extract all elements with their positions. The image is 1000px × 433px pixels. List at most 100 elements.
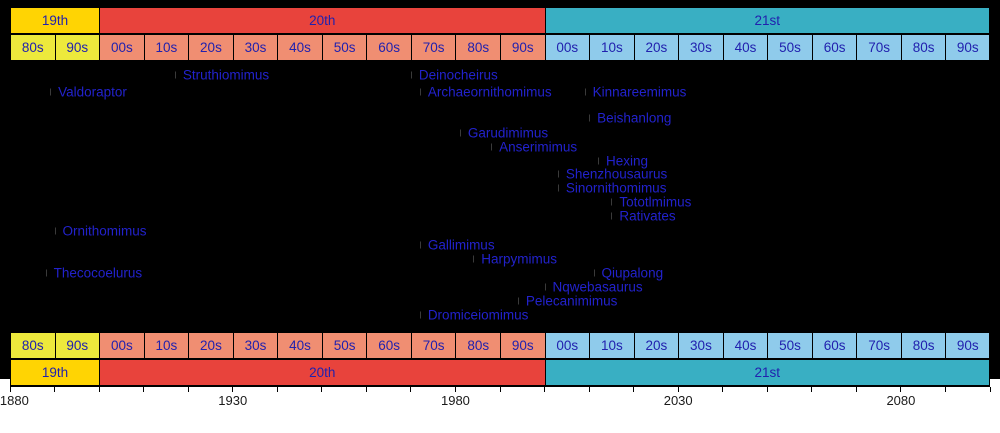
decade-cell-21st-40s-bottom: 40s: [722, 333, 768, 358]
decade-cell-21st-00s-top: 00s: [544, 35, 590, 60]
taxon-entry: Archaeornithomimus: [419, 84, 552, 100]
taxon-tick-icon: [54, 227, 56, 235]
taxon-label-Shenzhousaurus[interactable]: Shenzhousaurus: [565, 166, 668, 182]
taxon-tick-icon: [611, 198, 613, 206]
taxon-label-Gallimimus[interactable]: Gallimimus: [427, 237, 495, 253]
axis-tick: [454, 387, 456, 392]
decade-cell-20th-40s-top: 40s: [277, 35, 322, 60]
taxon-tick-icon: [419, 88, 421, 96]
decade-cell-20th-80s-bottom: 80s: [455, 333, 500, 358]
taxon-entry: Rativates: [611, 208, 676, 224]
taxon-tick-icon: [584, 88, 586, 96]
taxon-tick-icon: [557, 170, 559, 178]
taxon-label-Harpymimus[interactable]: Harpymimus: [481, 251, 558, 267]
axis-tick: [989, 387, 991, 392]
axis-tick: [276, 387, 278, 392]
taxon-label-Valdoraptor[interactable]: Valdoraptor: [58, 84, 127, 100]
taxon-label-Deinocheirus[interactable]: Deinocheirus: [418, 67, 498, 83]
decade-cell-21st-60s-bottom: 60s: [811, 333, 857, 358]
decade-cell-20th-70s-top: 70s: [410, 35, 456, 60]
taxon-tick-icon: [174, 71, 176, 79]
taxon-entry: Garudimimus: [459, 125, 549, 141]
axis-year-label: 1980: [440, 393, 470, 408]
century-cell-21st-bottom: 21st: [544, 360, 990, 385]
century-cell-20th-bottom: 20th: [99, 360, 545, 385]
axis-tick: [855, 387, 857, 392]
taxon-entry: Struthiomimus: [174, 67, 270, 83]
taxon-tick-icon: [419, 241, 421, 249]
taxon-label-Qiupalong[interactable]: Qiupalong: [601, 265, 664, 281]
decade-cell-21st-40s-top: 40s: [722, 35, 768, 60]
taxon-tick-icon: [611, 212, 613, 220]
decade-cell-19th-90s-bottom: 90s: [54, 333, 100, 358]
taxon-tick-icon: [589, 114, 591, 122]
century-cell-20th-top: 20th: [99, 8, 545, 33]
taxon-entry: Harpymimus: [473, 252, 557, 267]
axis-tick: [811, 387, 813, 392]
taxon-entry: Shenzhousaurus: [557, 166, 668, 182]
axis-tick: [766, 387, 768, 392]
decade-cell-21st-10s-bottom: 10s: [589, 333, 634, 358]
decade-cell-20th-40s-bottom: 40s: [277, 333, 322, 358]
taxon-entry: Sinornithomimus: [557, 180, 667, 196]
taxon-label-Kinnareemimus[interactable]: Kinnareemimus: [592, 84, 687, 100]
taxon-entry: Anserimimus: [491, 140, 577, 155]
decade-cell-19th-80s-top: 80s: [10, 35, 55, 60]
taxon-label-Garudimimus[interactable]: Garudimimus: [467, 125, 549, 141]
chart-left-border: [0, 0, 1000, 379]
decade-cell-21st-30s-top: 30s: [678, 35, 723, 60]
axis-tick: [143, 387, 145, 392]
taxon-tick-icon: [593, 269, 595, 277]
decade-cell-20th-60s-top: 60s: [366, 35, 411, 60]
taxon-entry: Pelecanimimus: [517, 293, 618, 309]
decade-cell-19th-90s-top: 90s: [54, 35, 100, 60]
taxon-tick-icon: [517, 297, 519, 305]
taxon-label-Thecocoelurus[interactable]: Thecocoelurus: [53, 265, 143, 281]
taxon-label-Rativates[interactable]: Rativates: [619, 208, 676, 224]
axis-tick: [944, 387, 946, 392]
axis-tick: [677, 387, 679, 392]
axis-year-label: 1930: [218, 393, 248, 408]
decade-cell-20th-30s-top: 30s: [232, 35, 278, 60]
decade-cell-20th-00s-bottom: 00s: [99, 333, 144, 358]
taxon-label-Tototlmimus[interactable]: Tototlmimus: [619, 194, 692, 210]
taxon-label-Sinornithomimus[interactable]: Sinornithomimus: [565, 180, 667, 196]
axis-tick: [499, 387, 501, 392]
taxon-label-Hexing[interactable]: Hexing: [606, 153, 649, 169]
decade-cell-21st-90s-bottom: 90s: [945, 333, 990, 358]
axis-tick: [544, 387, 546, 392]
taxon-label-Dromiceiomimus[interactable]: Dromiceiomimus: [427, 307, 529, 323]
decade-cell-21st-60s-top: 60s: [811, 35, 857, 60]
century-cell-21st-top: 21st: [544, 8, 990, 33]
decade-cell-20th-30s-bottom: 30s: [232, 333, 278, 358]
decade-cell-21st-20s-top: 20s: [633, 35, 679, 60]
decade-cell-21st-90s-top: 90s: [945, 35, 990, 60]
taxon-tick-icon: [473, 255, 475, 263]
taxon-entry: Valdoraptor: [50, 85, 127, 100]
axis-tick: [321, 387, 323, 392]
decade-cell-19th-80s-bottom: 80s: [10, 333, 55, 358]
taxon-label-Archaeornithomimus[interactable]: Archaeornithomimus: [427, 84, 552, 100]
taxon-entry: Dromiceiomimus: [419, 307, 529, 323]
taxon-label-Ornithomimus[interactable]: Ornithomimus: [62, 223, 147, 239]
decade-cell-20th-50s-bottom: 50s: [321, 333, 367, 358]
decade-cell-21st-20s-bottom: 20s: [633, 333, 679, 358]
taxon-entry: Gallimimus: [419, 237, 495, 253]
taxon-label-Struthiomimus[interactable]: Struthiomimus: [182, 67, 270, 83]
taxon-tick-icon: [50, 88, 52, 96]
decade-cell-21st-30s-bottom: 30s: [678, 333, 723, 358]
taxon-label-Beishanlong[interactable]: Beishanlong: [597, 110, 672, 126]
taxon-label-Nqwebasaurus[interactable]: Nqwebasaurus: [552, 279, 643, 295]
axis-tick: [633, 387, 635, 392]
taxon-entry: Beishanlong: [589, 111, 671, 126]
taxon-label-Pelecanimimus[interactable]: Pelecanimimus: [525, 293, 618, 309]
decade-cell-21st-80s-top: 80s: [900, 35, 946, 60]
axis-tick: [232, 387, 234, 392]
taxon-tick-icon: [45, 269, 47, 277]
taxon-label-Anserimimus[interactable]: Anserimimus: [499, 139, 578, 155]
decade-cell-21st-50s-bottom: 50s: [767, 333, 812, 358]
taxon-entry: Ornithomimus: [54, 223, 147, 239]
decade-cell-20th-60s-bottom: 60s: [366, 333, 411, 358]
taxon-tick-icon: [419, 311, 421, 319]
decade-cell-20th-20s-bottom: 20s: [188, 333, 233, 358]
